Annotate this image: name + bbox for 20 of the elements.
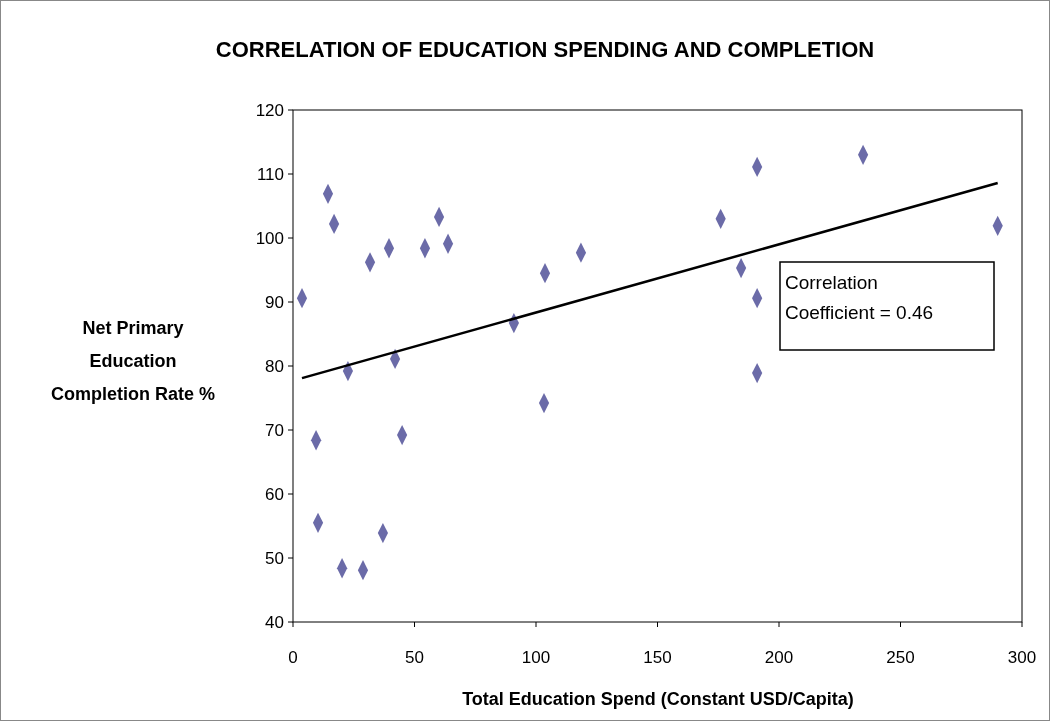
chart-title: CORRELATION OF EDUCATION SPENDING AND COMPLETION <box>215 37 875 62</box>
y-axis-title: Net Primary Education Completion Rate % <box>50 318 216 404</box>
y-tick-label: 50 <box>265 549 284 568</box>
x-tick-label: 200 <box>764 648 794 667</box>
x-tick-label: 0 <box>288 648 298 667</box>
x-tick-label: 250 <box>886 648 915 667</box>
x-tick-label: 100 <box>521 648 551 667</box>
annotation: Correlation Coefficient = 0.46 <box>785 272 934 323</box>
y-tick-label: 90 <box>265 293 284 312</box>
y-tick-label: 110 <box>256 165 284 184</box>
y-tick-label: 60 <box>265 485 284 504</box>
y-tick-label: 40 <box>265 613 284 632</box>
y-tick-label: 100 <box>255 229 284 248</box>
y-tick-label: 80 <box>265 357 284 376</box>
x-tick-label: 300 <box>1007 648 1037 667</box>
y-tick-label: 120 <box>255 101 284 120</box>
x-tick-label: 50 <box>405 648 424 667</box>
y-tick-label: 70 <box>265 421 284 440</box>
x-tick-label: 150 <box>643 648 672 667</box>
x-axis-title: Total Education Spend (Constant USD/Capita) <box>462 689 854 709</box>
